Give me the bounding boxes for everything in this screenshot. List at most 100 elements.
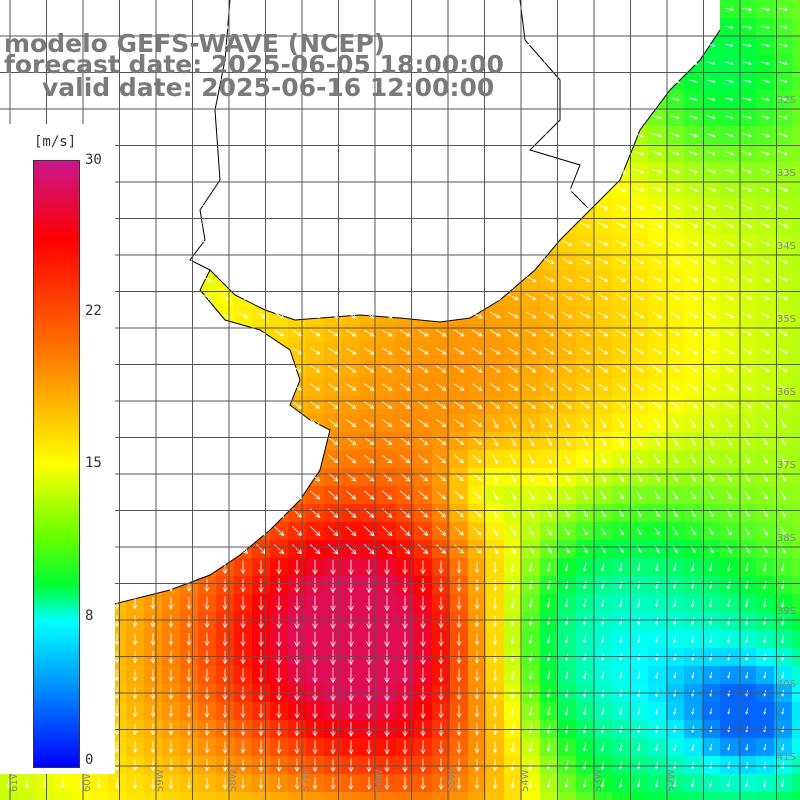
wind-arrow [202, 43, 213, 48]
wind-arrow [130, 186, 141, 192]
wind-arrow [168, 705, 174, 718]
wind-arrow [706, 43, 716, 48]
wind-arrow [544, 7, 555, 12]
wind-arrow [202, 473, 212, 482]
wind-arrow [507, 222, 519, 228]
wind-arrow [310, 490, 321, 500]
wind-arrow [363, 222, 375, 228]
wind-arrow [381, 240, 393, 246]
wind-arrow [346, 25, 357, 30]
wind-arrow [312, 631, 318, 648]
wind-arrow [688, 204, 699, 210]
wind-arrow [778, 258, 789, 264]
wind-arrow [222, 668, 228, 683]
wind-arrow [348, 577, 354, 594]
wind-arrow [453, 150, 465, 156]
wind-arrow [438, 668, 444, 683]
wind-arrow [238, 329, 249, 337]
wind-arrow [366, 631, 372, 648]
wind-arrow [706, 25, 717, 30]
wind-arrow [202, 97, 213, 102]
wind-arrow [544, 61, 555, 66]
wind-arrow [780, 490, 786, 500]
wind-cell [198, 792, 217, 800]
wind-arrow [742, 330, 752, 337]
wind-arrow [489, 365, 501, 373]
wind-arrow [598, 365, 609, 373]
wind-arrow [637, 707, 641, 716]
wind-arrow [382, 7, 393, 12]
wind-arrow [438, 632, 444, 647]
wind-cell [792, 36, 800, 55]
wind-arrow [438, 776, 444, 790]
wind-arrow [543, 347, 555, 355]
wind-arrow [130, 526, 140, 536]
wind-arrow [526, 115, 537, 120]
wind-arrow [417, 347, 429, 355]
wind-arrow [348, 613, 354, 630]
wind-arrow [310, 419, 321, 427]
wind-arrow [706, 97, 716, 102]
wind-arrow [418, 61, 429, 66]
wind-arrow [453, 132, 465, 138]
wind-arrow [202, 294, 213, 300]
wind-arrow [96, 777, 102, 790]
wind-arrow [507, 293, 519, 301]
wind-arrow [546, 670, 551, 680]
wind-arrow [366, 667, 372, 684]
wind-arrow [348, 595, 354, 612]
wind-arrow [724, 312, 735, 318]
wind-arrow [778, 168, 789, 174]
wind-arrow [724, 330, 735, 337]
wind-arrow [528, 544, 534, 554]
wind-arrow [709, 671, 713, 679]
wind-arrow [346, 133, 357, 138]
wind-arrow [418, 419, 429, 428]
wind-arrow [381, 365, 393, 373]
wind-arrow [780, 418, 786, 428]
wind-arrow [706, 401, 716, 409]
wind-arrow [744, 418, 750, 428]
wind-arrow [670, 133, 681, 138]
wind-arrow [310, 329, 321, 337]
wind-arrow [186, 741, 192, 754]
wind-arrow [489, 204, 501, 210]
wind-arrow [186, 668, 192, 682]
wind-arrow [508, 7, 519, 12]
wind-arrow [456, 740, 462, 755]
wind-arrow [762, 598, 767, 608]
wind-arrow [40, 43, 51, 48]
wind-arrow [310, 401, 321, 409]
wind-arrow [381, 526, 393, 537]
wind-arrow [654, 490, 660, 500]
wind-arrow [345, 311, 357, 319]
wind-cell [342, 792, 361, 800]
wind-arrow [708, 526, 714, 536]
wind-arrow [168, 597, 174, 610]
wind-arrow [132, 561, 138, 574]
wind-arrow [706, 186, 717, 192]
wind-cell [144, 792, 163, 800]
wind-arrow [274, 150, 285, 156]
wind-arrow [294, 704, 300, 719]
wind-arrow [600, 526, 606, 536]
wind-arrow [435, 150, 447, 156]
wind-arrow [381, 293, 393, 301]
wind-cell [162, 792, 181, 800]
wind-arrow [399, 240, 411, 246]
wind-arrow [132, 669, 138, 682]
wind-arrow [580, 43, 591, 48]
wind-arrow [202, 61, 213, 66]
wind-arrow [436, 544, 447, 555]
wind-arrow [345, 526, 357, 537]
wind-arrow [366, 776, 372, 791]
wind-arrow [456, 632, 462, 647]
wind-arrow [238, 133, 249, 138]
wind-arrow [742, 401, 752, 409]
wind-arrow [726, 436, 732, 446]
wind-arrow [690, 562, 695, 572]
wind-arrow [238, 294, 249, 300]
wind-arrow [310, 240, 321, 246]
wind-arrow [166, 276, 177, 282]
wind-arrow [724, 222, 735, 228]
